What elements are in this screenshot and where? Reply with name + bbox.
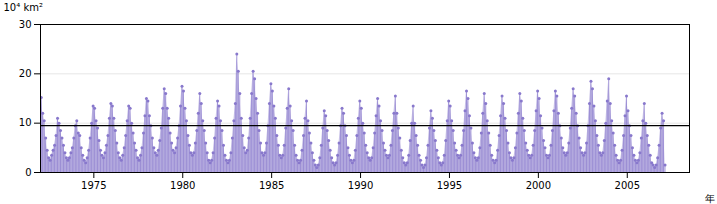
svg-text:10⁴ km²: 10⁴ km² [4,2,43,13]
svg-text:1995: 1995 [437,180,462,191]
svg-text:30: 30 [19,19,32,30]
svg-text:2000: 2000 [526,180,551,191]
svg-text:10: 10 [19,117,32,128]
svg-text:20: 20 [19,68,32,79]
svg-text:年: 年 [705,193,715,204]
svg-text:2005: 2005 [615,180,640,191]
svg-text:1975: 1975 [81,180,106,191]
svg-text:1980: 1980 [170,180,195,191]
svg-text:0: 0 [25,167,31,178]
svg-text:1990: 1990 [348,180,373,191]
svg-text:1985: 1985 [259,180,284,191]
